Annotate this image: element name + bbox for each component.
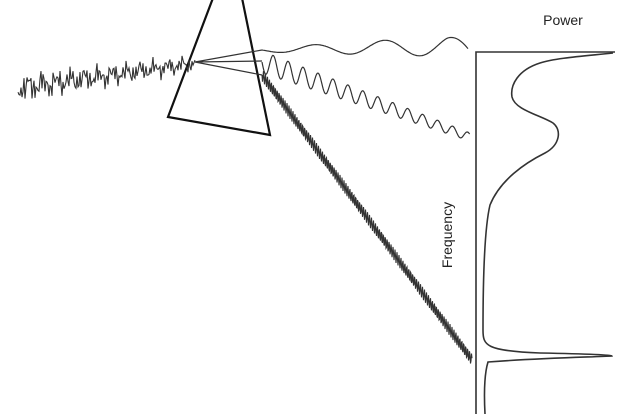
prism-diagram: Power Frequency [0,0,619,414]
power-label: Power [543,12,583,28]
frequency-label: Frequency [439,202,455,268]
